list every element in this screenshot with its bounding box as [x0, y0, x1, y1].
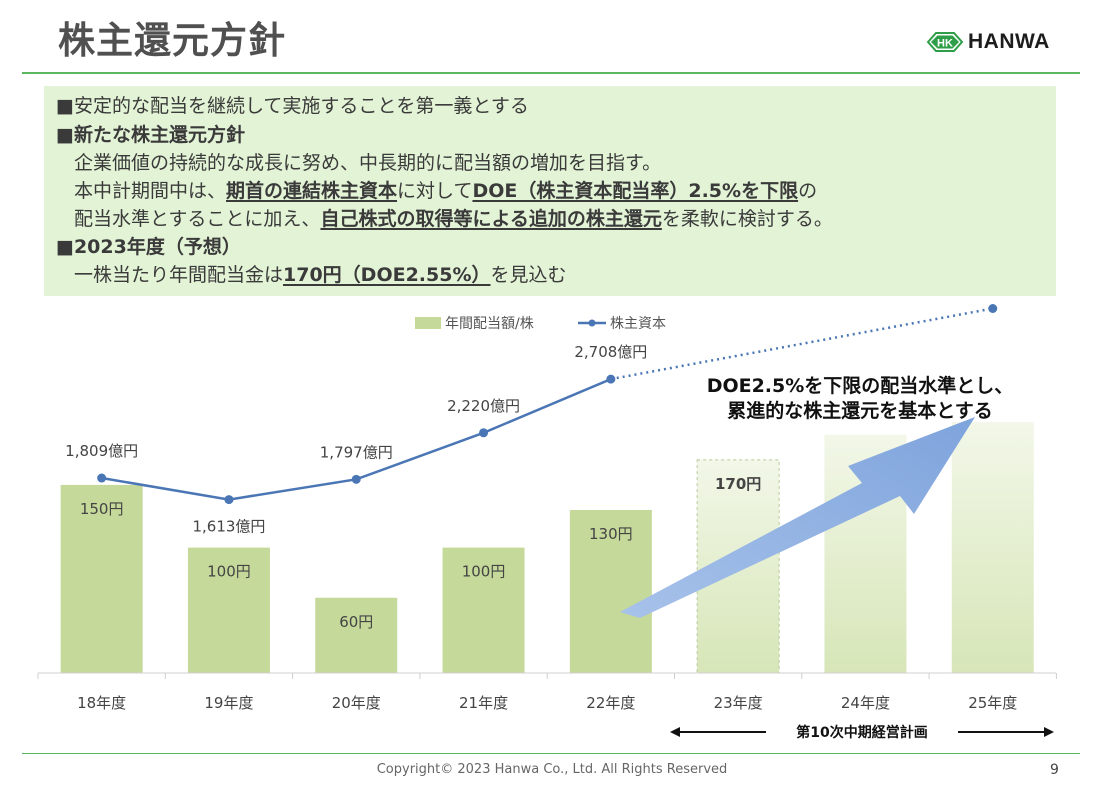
emphasis-span: DOE（株主資本配当率）2.5%を下限 [472, 180, 799, 202]
bar-18年度 [60, 484, 143, 673]
equity-value-label: 1,809億円 [65, 442, 138, 460]
page-number: 9 [1050, 762, 1059, 778]
x-tick-label: 20年度 [332, 694, 381, 712]
policy-line-7: 一株当たり年間配当金は170円（DOE2.55%）を見込む [74, 260, 567, 287]
legend-line-label: 株主資本 [610, 316, 666, 332]
equity-value-label: 1,797億円 [320, 443, 393, 461]
emphasis-span: 期首の連結株主資本 [226, 180, 398, 202]
bar-value-label: 170円 [715, 475, 761, 493]
plan-label: 第10次中期経営計画 [796, 724, 927, 741]
bar-value-label: 100円 [207, 563, 251, 581]
text-span: 配当水準とすることに加え、 [74, 208, 321, 230]
bar-25年度 [951, 422, 1034, 673]
emphasis-span: 170円（DOE2.55%） [283, 264, 491, 286]
x-tick-label: 22年度 [586, 694, 635, 712]
x-tick-label: 19年度 [204, 694, 253, 712]
equity-value-label: 2,220億円 [447, 397, 520, 415]
equity-point [351, 474, 361, 484]
dividend-chart: 年間配当額/株 株主資本 150円 100円 60円 100円 130円 170円 18年度 19… [37, 304, 1057, 741]
x-tick-label: 25年度 [968, 694, 1017, 712]
equity-value-label: 1,613億円 [192, 518, 265, 536]
bar-20年度 [315, 597, 398, 673]
text-span: を柔軟に検討する。 [661, 208, 833, 230]
page-title: 株主還元方針 [58, 19, 286, 62]
policy-bullet-3: ■2023年度（予想） [56, 236, 241, 258]
annotation-line-1: DOE2.5%を下限の配当水準とし、 [707, 374, 1014, 397]
policy-line-5: 配当水準とすることに加え、自己株式の取得等による追加の株主還元を柔軟に検討する。 [74, 204, 833, 231]
x-tick-label: 24年度 [841, 694, 890, 712]
bar-value-label: 150円 [80, 500, 124, 518]
copyright: Copyright© 2023 Hanwa Co., Ltd. All Righ… [376, 762, 728, 777]
equity-projection-line [610, 307, 993, 381]
plan-arrowhead-left-icon [670, 727, 680, 737]
growth-arrow-icon [620, 417, 975, 618]
emphasis-span: 自己株式の取得等による追加の株主還元 [320, 208, 662, 230]
policy-bullet-2: ■新たな株主還元方針 [56, 124, 245, 146]
text-span: に対して [397, 180, 473, 202]
bar-value-label: 130円 [589, 525, 633, 543]
bar-21年度 [442, 547, 525, 673]
hanwa-logo: HK HANWA [926, 26, 1050, 58]
bar-19年度 [187, 547, 270, 673]
policy-line-3: 企業価値の持続的な成長に努め、中長期的に配当額の増加を目指す。 [74, 152, 662, 174]
policy-bullet-1: ■安定的な配当を継続して実施することを第一義とする [56, 95, 529, 117]
footer-rule [22, 753, 1080, 754]
equity-point [479, 428, 489, 438]
bar-value-label: 100円 [462, 563, 506, 581]
x-tick-label: 21年度 [459, 694, 508, 712]
text-span: を見込む [490, 264, 567, 286]
text-span: 一株当たり年間配当金は [74, 264, 284, 286]
policy-line-4: 本中計期間中は、期首の連結株主資本に対してDOE（株主資本配当率）2.5%を下限… [74, 176, 817, 203]
equity-point [224, 495, 234, 505]
equity-point [988, 304, 998, 313]
brand-name: HANWA [968, 30, 1050, 53]
legend-line-marker [588, 319, 596, 327]
text-span: の [798, 180, 818, 202]
x-tick-label: 18年度 [77, 694, 126, 712]
equity-value-label: 2,708億円 [574, 343, 647, 361]
plan-arrowhead-right-icon [1044, 727, 1054, 737]
legend-bar-swatch [415, 317, 441, 329]
bar-22年度 [569, 509, 652, 673]
x-tick-label: 23年度 [714, 694, 763, 712]
hk-diamond-icon: HK [926, 30, 964, 54]
legend-bar-label: 年間配当額/株 [445, 316, 534, 332]
svg-text:HK: HK [937, 38, 953, 50]
policy-panel [44, 86, 1056, 296]
text-span: 本中計期間中は、 [74, 180, 227, 202]
bar-value-label: 60円 [339, 613, 373, 631]
equity-point [97, 473, 107, 483]
annotation-line-2: 累進的な株主還元を基本とする [727, 399, 992, 422]
title-rule [22, 72, 1080, 74]
equity-point [606, 374, 616, 384]
